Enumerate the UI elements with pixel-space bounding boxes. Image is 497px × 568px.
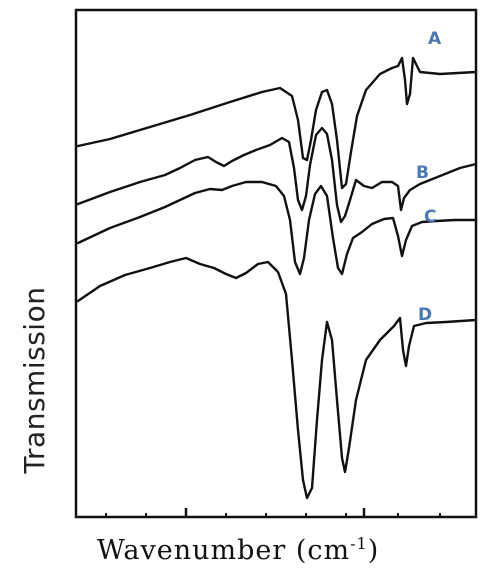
- spectrum-trace-d: [76, 256, 478, 500]
- x-axis-label: Wavenumber (cm-1): [97, 534, 379, 566]
- series-label-a: A: [428, 29, 442, 49]
- series-label-d: D: [418, 305, 432, 325]
- x-axis-ticks: [105, 508, 441, 517]
- x-axis-label-superscript: -1: [350, 534, 368, 553]
- spectra-traces: [76, 56, 478, 500]
- y-axis-label: Transmission: [18, 287, 51, 475]
- series-label-c: C: [424, 207, 436, 227]
- series-label-b: B: [416, 163, 429, 183]
- x-axis-label-close: ): [368, 535, 380, 566]
- spectrum-trace-b: [76, 126, 478, 224]
- spectrum-trace-a: [76, 56, 478, 190]
- plot-frame: [74, 8, 478, 519]
- x-axis-label-main: Wavenumber (cm: [97, 535, 350, 566]
- spectrum-trace-c: [76, 180, 478, 276]
